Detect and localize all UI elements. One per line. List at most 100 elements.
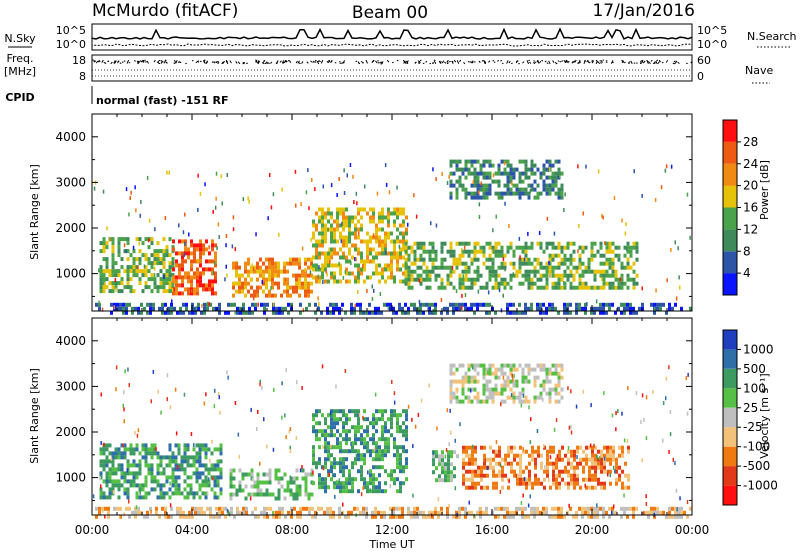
data-cell bbox=[345, 259, 348, 264]
data-cell bbox=[298, 293, 301, 298]
data-cell bbox=[440, 310, 443, 315]
data-cell bbox=[620, 506, 623, 511]
data-cell bbox=[608, 281, 612, 286]
data-cell bbox=[286, 289, 289, 294]
data-cell bbox=[546, 473, 549, 478]
data-cell bbox=[545, 371, 549, 376]
data-cell bbox=[324, 445, 327, 450]
data-cell bbox=[123, 285, 127, 290]
data-cell bbox=[141, 487, 145, 492]
speckle bbox=[102, 189, 105, 194]
speckle bbox=[215, 171, 218, 176]
speckle bbox=[99, 476, 101, 481]
data-cell bbox=[99, 273, 103, 278]
data-cell bbox=[600, 457, 603, 462]
data-cell bbox=[393, 255, 396, 260]
data-cell bbox=[272, 306, 275, 311]
data-cell bbox=[557, 514, 560, 519]
data-cell bbox=[315, 465, 318, 470]
data-cell bbox=[144, 269, 148, 274]
speckle bbox=[601, 214, 603, 219]
speckle bbox=[100, 392, 102, 397]
data-cell bbox=[292, 261, 295, 266]
data-cell bbox=[177, 463, 181, 468]
data-cell bbox=[253, 265, 256, 270]
data-cell bbox=[465, 453, 468, 458]
data-cell bbox=[536, 285, 540, 290]
data-cell bbox=[114, 451, 118, 456]
data-cell bbox=[542, 265, 546, 270]
data-cell bbox=[99, 249, 103, 254]
data-cell bbox=[624, 461, 627, 466]
speckle bbox=[285, 368, 287, 373]
data-cell bbox=[369, 215, 372, 220]
freq-mark bbox=[173, 62, 176, 65]
data-cell bbox=[422, 261, 426, 266]
data-cell bbox=[413, 261, 417, 266]
data-cell bbox=[177, 447, 181, 452]
data-cell bbox=[575, 302, 578, 307]
data-cell bbox=[548, 175, 552, 180]
freq-mark bbox=[469, 61, 472, 63]
data-cell bbox=[284, 514, 287, 519]
data-cell bbox=[211, 267, 214, 272]
data-cell bbox=[539, 383, 543, 388]
data-cell bbox=[193, 275, 196, 280]
data-cell bbox=[468, 457, 471, 462]
time-tick-label: 00:00 bbox=[675, 523, 710, 537]
data-cell bbox=[461, 183, 465, 188]
data-cell bbox=[581, 269, 585, 274]
data-cell bbox=[206, 306, 209, 311]
speckle bbox=[500, 402, 502, 407]
data-cell bbox=[268, 492, 272, 497]
data-cell bbox=[227, 302, 230, 307]
data-cell bbox=[482, 285, 486, 290]
speckle bbox=[645, 395, 648, 400]
speckle bbox=[641, 286, 643, 291]
data-cell bbox=[434, 265, 438, 270]
data-cell bbox=[181, 275, 184, 280]
data-cell bbox=[211, 287, 214, 292]
speckle bbox=[237, 432, 240, 437]
data-cell bbox=[587, 510, 590, 515]
data-cell bbox=[298, 265, 301, 270]
data-cell bbox=[662, 302, 665, 307]
freq-mark bbox=[328, 60, 331, 63]
data-cell bbox=[512, 391, 516, 396]
data-cell bbox=[350, 302, 353, 307]
data-cell bbox=[193, 271, 196, 276]
data-cell bbox=[410, 510, 413, 515]
data-cell bbox=[533, 367, 537, 372]
data-cell bbox=[599, 306, 602, 311]
speckle bbox=[118, 514, 121, 519]
data-cell bbox=[192, 495, 196, 500]
data-cell bbox=[286, 488, 290, 493]
freq-mark bbox=[110, 61, 113, 65]
data-cell bbox=[587, 285, 591, 290]
data-cell bbox=[551, 163, 555, 168]
data-cell bbox=[489, 465, 492, 470]
data-cell bbox=[434, 310, 437, 315]
data-cell bbox=[413, 277, 417, 282]
data-cell bbox=[283, 277, 286, 282]
data-cell bbox=[482, 253, 486, 258]
data-cell bbox=[488, 175, 492, 180]
data-cell bbox=[330, 469, 333, 474]
data-cell bbox=[434, 306, 437, 311]
speckle bbox=[211, 439, 213, 444]
speckle bbox=[206, 491, 209, 496]
data-cell bbox=[503, 379, 507, 384]
data-cell bbox=[467, 363, 471, 368]
data-cell bbox=[603, 485, 606, 490]
data-cell bbox=[623, 510, 626, 515]
data-cell bbox=[396, 259, 399, 264]
data-cell bbox=[428, 510, 431, 515]
data-cell bbox=[461, 363, 465, 368]
data-cell bbox=[584, 281, 588, 286]
data-cell bbox=[159, 487, 163, 492]
data-cell bbox=[602, 277, 606, 282]
colorbar-segment bbox=[723, 251, 737, 274]
data-cell bbox=[102, 245, 106, 250]
speckle bbox=[326, 272, 328, 277]
speckle bbox=[349, 163, 352, 167]
